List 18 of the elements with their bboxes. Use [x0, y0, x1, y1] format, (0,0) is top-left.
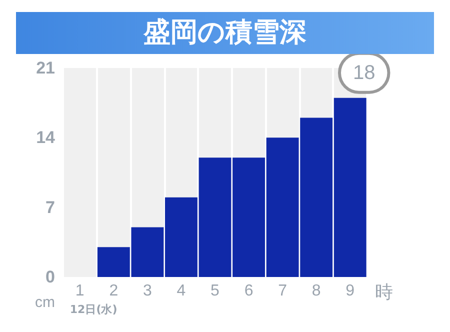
x-tick-label: 9	[346, 282, 355, 300]
x-axis-title: 時	[375, 282, 393, 302]
text: 12日(水)	[70, 303, 118, 316]
chart-title: 盛岡の積雪深	[16, 12, 434, 54]
x-tick-label: 2	[109, 282, 118, 300]
x-tick-label: 3	[142, 282, 152, 300]
x-tick-label: 7	[278, 282, 288, 300]
y-tick-label: 14	[36, 128, 56, 148]
y-tick-label: 21	[36, 58, 55, 78]
x-tick-label: 4	[176, 282, 186, 300]
y-axis-title: cm	[35, 294, 55, 311]
y-tick-label: 0	[46, 268, 55, 286]
data-label: 18	[352, 62, 376, 84]
x-tick-label: 8	[312, 282, 321, 300]
y-tick-label: 7	[46, 198, 55, 217]
x-tick-label: 6	[244, 282, 254, 300]
x-tick-label: 1	[75, 282, 84, 300]
x-tick-label: 5	[210, 282, 220, 300]
